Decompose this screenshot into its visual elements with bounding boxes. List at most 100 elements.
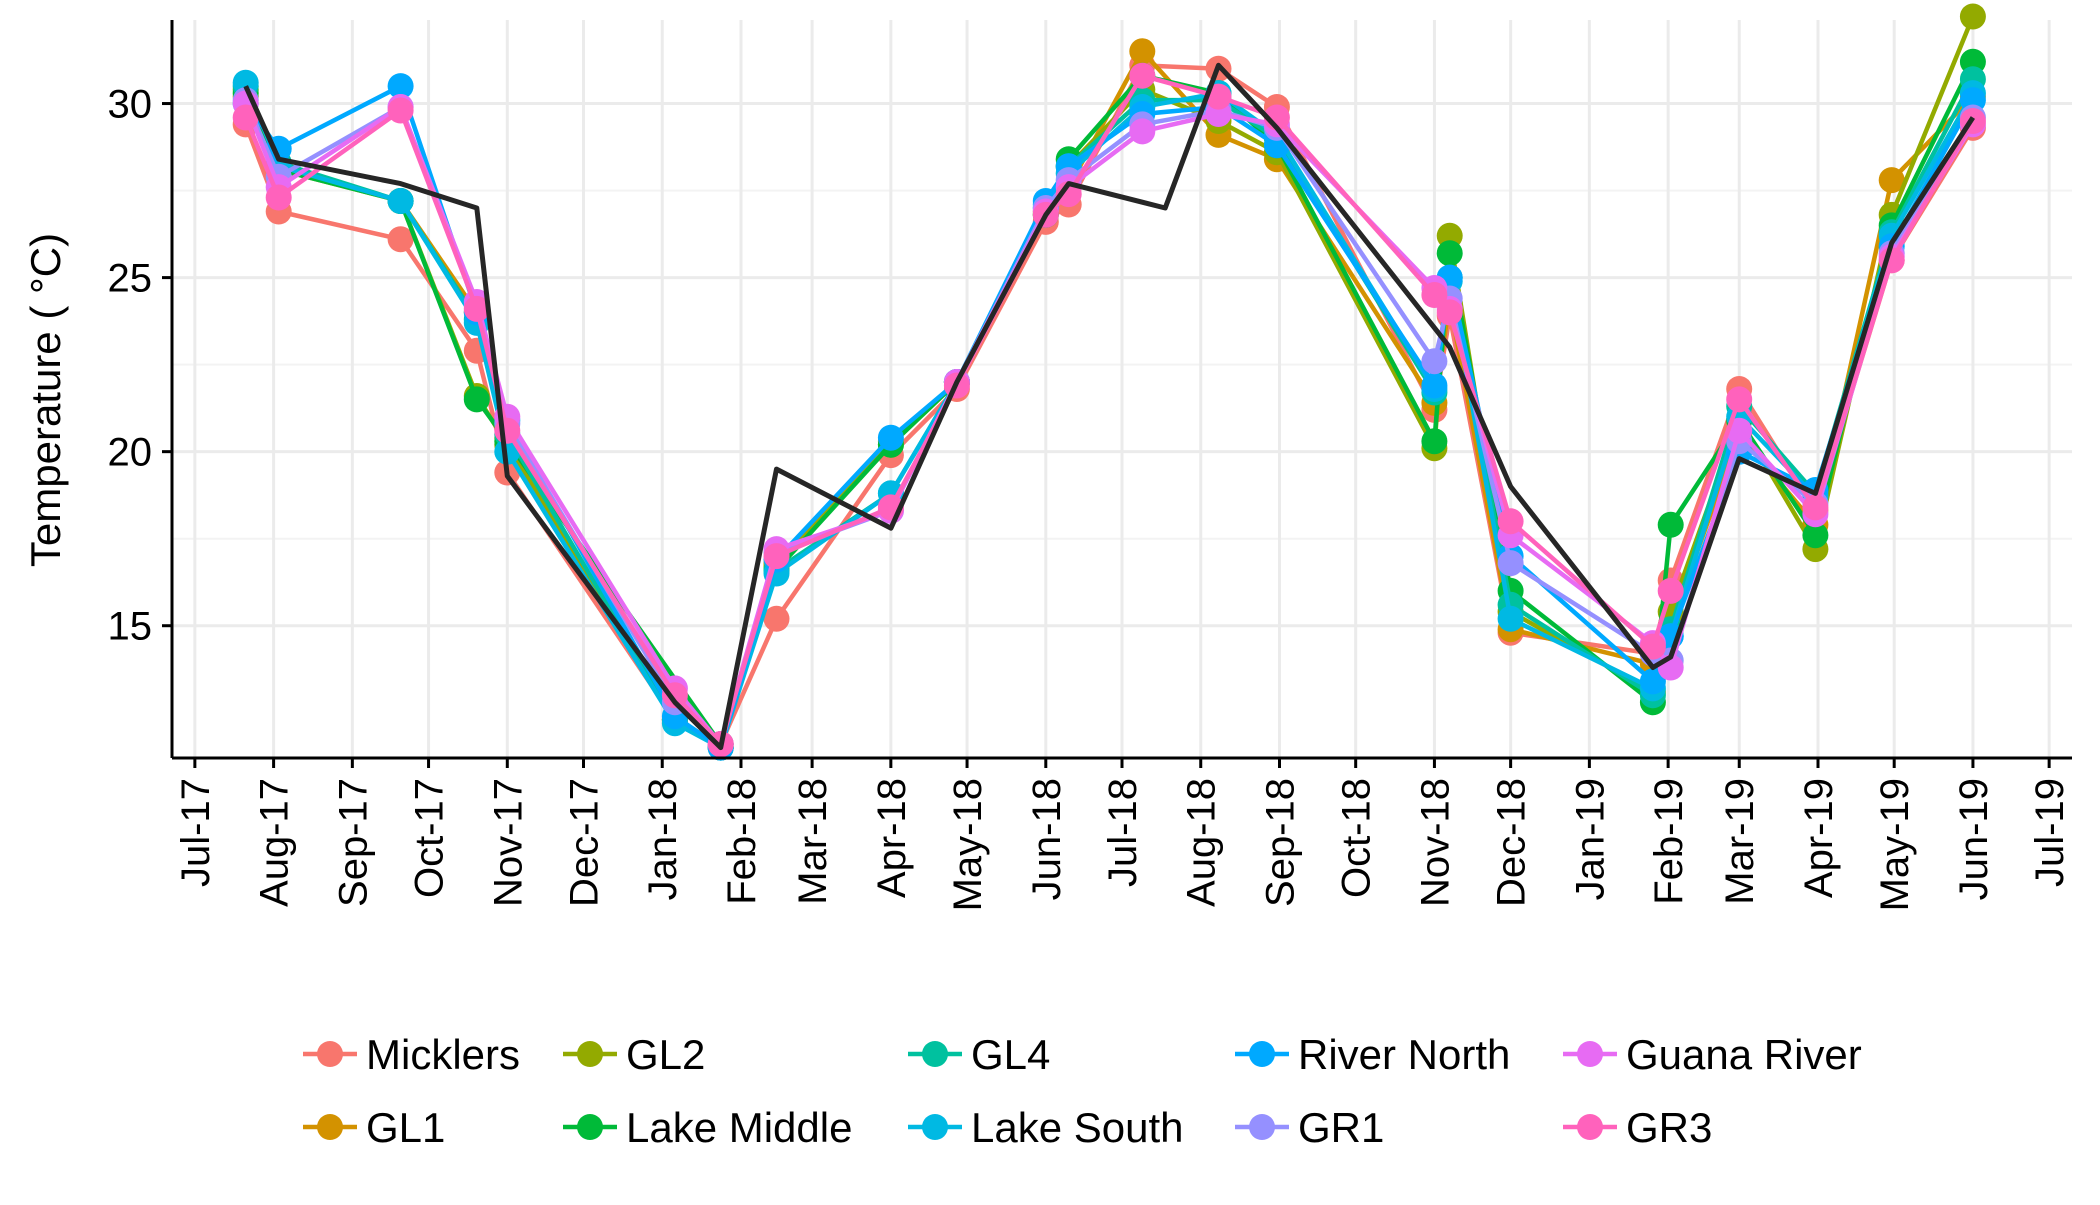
legend-label: Micklers [366,1031,520,1078]
x-tick-label: Feb-18 [720,778,764,905]
data-point [387,97,414,124]
data-point [387,226,414,253]
x-tick-label: Jul-17 [174,778,218,887]
x-tick-label: May-18 [946,778,990,911]
data-point [1436,299,1463,326]
legend-key-point [922,1041,948,1067]
x-tick-label: Apr-19 [1797,778,1841,898]
x-tick-label: Apr-18 [870,778,914,898]
legend-key-point [317,1114,343,1140]
data-point [232,104,259,131]
data-point [1657,511,1684,538]
x-tick-label: Feb-19 [1647,778,1691,905]
data-point [763,605,790,632]
x-tick-label: Jun-18 [1025,778,1069,900]
legend-item-lake-middle: Lake Middle [563,1104,852,1151]
y-tick-label: 20 [108,431,153,475]
data-point [1421,282,1448,308]
x-tick-label: Oct-18 [1335,778,1379,898]
legend-key-point [1249,1041,1275,1067]
data-point [463,295,490,322]
x-tick-label: Sep-17 [331,778,375,907]
x-tick-label: Dec-17 [563,778,607,907]
data-point [265,184,292,211]
data-point [1726,386,1753,413]
x-tick-label: Jun-19 [1952,778,1996,900]
legend-label: Lake Middle [626,1104,852,1151]
y-tick-label: 30 [108,83,153,127]
data-point [1436,240,1463,267]
data-point [661,682,688,709]
data-point [1205,83,1232,110]
legend-label: GR3 [1626,1104,1712,1151]
data-point [1497,550,1524,577]
x-tick-label: May-19 [1873,778,1917,911]
y-tick-label: 25 [108,257,153,301]
legend-label: GL2 [626,1031,705,1078]
legend-item-gl4: GL4 [908,1031,1050,1078]
series-layer [232,3,1986,761]
data-point [1497,605,1524,632]
data-point [1639,633,1666,660]
legend-label: GL1 [366,1104,445,1151]
data-point [1129,38,1156,65]
legend-item-lake-south: Lake South [908,1104,1184,1151]
y-tick-label: 15 [108,605,153,649]
legend-item-guana-river: Guana River [1563,1031,1862,1078]
legend-label: GL4 [971,1031,1050,1078]
legend-label: Lake South [971,1104,1184,1151]
data-point [1657,577,1684,604]
legend-item-gl1: GL1 [303,1104,445,1151]
x-tick-label: Nov-17 [486,778,530,907]
legend-label: GR1 [1298,1104,1384,1151]
data-point [1802,494,1829,521]
legend-item-gr3: GR3 [1563,1104,1712,1151]
x-tick-label: Jan-18 [641,778,685,900]
data-point [763,543,790,570]
data-point [877,424,904,451]
data-point [1959,3,1986,30]
data-point [463,386,490,413]
x-tick-label: Aug-17 [253,778,297,907]
legend-key-point [922,1114,948,1140]
x-tick-label: Jul-19 [2028,778,2072,887]
x-tick-label: Mar-18 [791,778,835,905]
data-point [1421,428,1448,455]
data-point [387,73,414,100]
data-point [1878,167,1905,194]
y-axis-label: Temperature ( °C) [22,233,69,567]
x-tick-label: Jan-19 [1568,778,1612,900]
data-point [1639,668,1666,695]
data-point [1726,417,1753,444]
legend-key-point [1249,1114,1275,1140]
data-point [1129,118,1156,145]
legend-key-point [577,1041,603,1067]
x-tick-label: Dec-18 [1490,778,1534,907]
data-point [1497,508,1524,535]
legend-item-gr1: GR1 [1235,1104,1384,1151]
legend: Micklers GL1 GL2 Lake Middle GL4 Lake South Ri… [303,1031,1862,1151]
series-series-10 [243,62,1975,751]
series-line [243,62,1975,751]
legend-key-point [1577,1041,1603,1067]
legend-item-river-north: River North [1235,1031,1510,1078]
data-point [494,417,521,444]
axes-layer: 15 20 25 30 Jul-17 Aug-17 Sep-17 Oct-17 Nov-17 De… [108,20,2072,911]
legend-key-point [577,1114,603,1140]
x-tick-label: Jul-18 [1101,778,1145,887]
legend-key-point [317,1041,343,1067]
x-tick-label: Oct-17 [408,778,452,898]
data-point [1421,348,1448,375]
data-point [1421,372,1448,399]
legend-item-gl2: GL2 [563,1031,705,1078]
legend-item-micklers: Micklers [303,1031,520,1078]
legend-label: Guana River [1626,1031,1862,1078]
legend-key-point [1577,1114,1603,1140]
x-tick-label: Sep-18 [1259,778,1303,907]
data-point [387,188,414,214]
x-tick-label: Aug-18 [1180,778,1224,907]
data-point [1802,522,1829,549]
data-point [1129,62,1156,89]
x-tick-label: Nov-18 [1413,778,1457,907]
